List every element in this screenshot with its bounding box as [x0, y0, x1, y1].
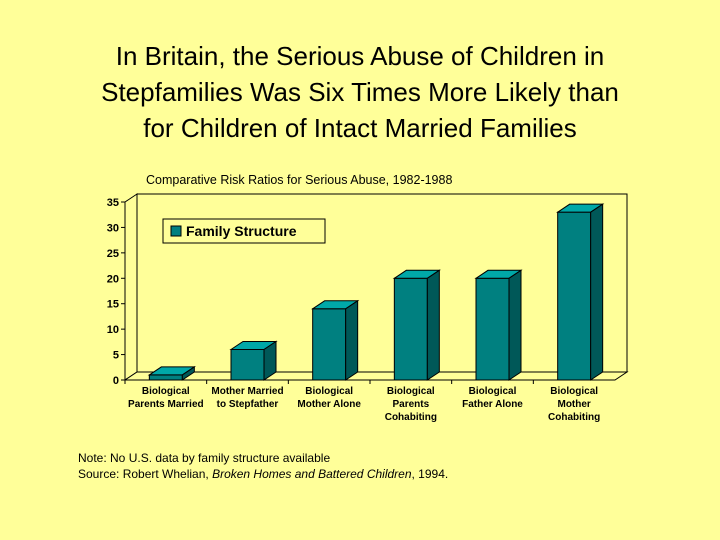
source-title: Broken Homes and Battered Children	[212, 467, 412, 481]
legend-swatch	[170, 225, 182, 237]
x-tick-label: Biological Parents Married	[128, 386, 204, 410]
x-tick-label-line: Biological	[387, 386, 435, 397]
bar-side	[426, 269, 440, 381]
bar-side	[590, 203, 604, 381]
y-tick-label: 20	[107, 273, 119, 285]
x-tick-label: Biological Mother Cohabiting	[548, 386, 600, 423]
bar-side	[508, 269, 522, 381]
x-tick-label-line: Biological	[550, 386, 598, 397]
plot-side-wall	[124, 193, 138, 381]
bar	[148, 374, 183, 381]
x-tick-label-line: Cohabiting	[548, 412, 600, 423]
y-tick-label: 30	[107, 222, 119, 234]
note-text: Note: No U.S. data by family structure a…	[78, 451, 331, 465]
slide-title: In Britain, the Serious Abuse of Childre…	[40, 38, 680, 146]
source-text: Source: Robert Whelian, Broken Homes and…	[78, 466, 448, 482]
x-tick-label: Biological Father Alone	[462, 386, 523, 410]
chart-note: Note: No U.S. data by family structure a…	[78, 450, 448, 482]
x-tick-label-line: Parents Married	[128, 399, 204, 410]
bar	[393, 277, 428, 381]
x-tick-label-line: Biological	[469, 386, 517, 397]
x-tick-label-line: Mother	[557, 399, 590, 410]
x-tick-label: Biological Mother Alone	[297, 386, 361, 410]
source-suffix: , 1994.	[411, 467, 449, 481]
x-tick-label-line: Mother Married	[211, 386, 283, 397]
x-tick-label-line: Parents	[392, 399, 429, 410]
bar-side	[181, 365, 195, 381]
x-tick-label-line: Cohabiting	[385, 412, 437, 423]
title-line-2: Stepfamilies Was Six Times More Likely t…	[101, 77, 619, 107]
plot-floor	[123, 371, 629, 381]
bar-side	[345, 299, 359, 381]
x-tick-label-line: Biological	[305, 386, 353, 397]
x-tick-label-line: Mother Alone	[297, 399, 361, 410]
bar	[475, 277, 510, 381]
x-tick-label-line: Father Alone	[462, 399, 523, 410]
legend-box	[162, 218, 326, 244]
bar	[230, 348, 265, 381]
chart-title: Comparative Risk Ratios for Serious Abus…	[146, 173, 453, 187]
bar	[557, 211, 592, 381]
y-tick-label: 10	[107, 324, 119, 336]
legend-label: Family Structure	[186, 223, 297, 239]
y-tick-label: 15	[107, 299, 119, 311]
y-tick-label: 35	[107, 197, 119, 209]
source-prefix: Source: Robert Whelian,	[78, 467, 213, 481]
title-line-1: In Britain, the Serious Abuse of Childre…	[115, 41, 605, 71]
bar-side	[263, 340, 277, 381]
x-tick-label-line: Biological	[142, 386, 190, 397]
x-tick-label: Mother Married to Stepfather	[211, 386, 283, 410]
y-tick-label: 0	[113, 375, 119, 387]
y-tick-label: 25	[107, 248, 119, 260]
x-tick-label-line: to Stepfather	[217, 399, 279, 410]
x-tick-label: Biological Parents Cohabiting	[385, 386, 437, 423]
bar	[312, 308, 347, 381]
title-line-3: for Children of Intact Married Families	[143, 113, 577, 143]
y-tick-label: 5	[113, 350, 119, 362]
